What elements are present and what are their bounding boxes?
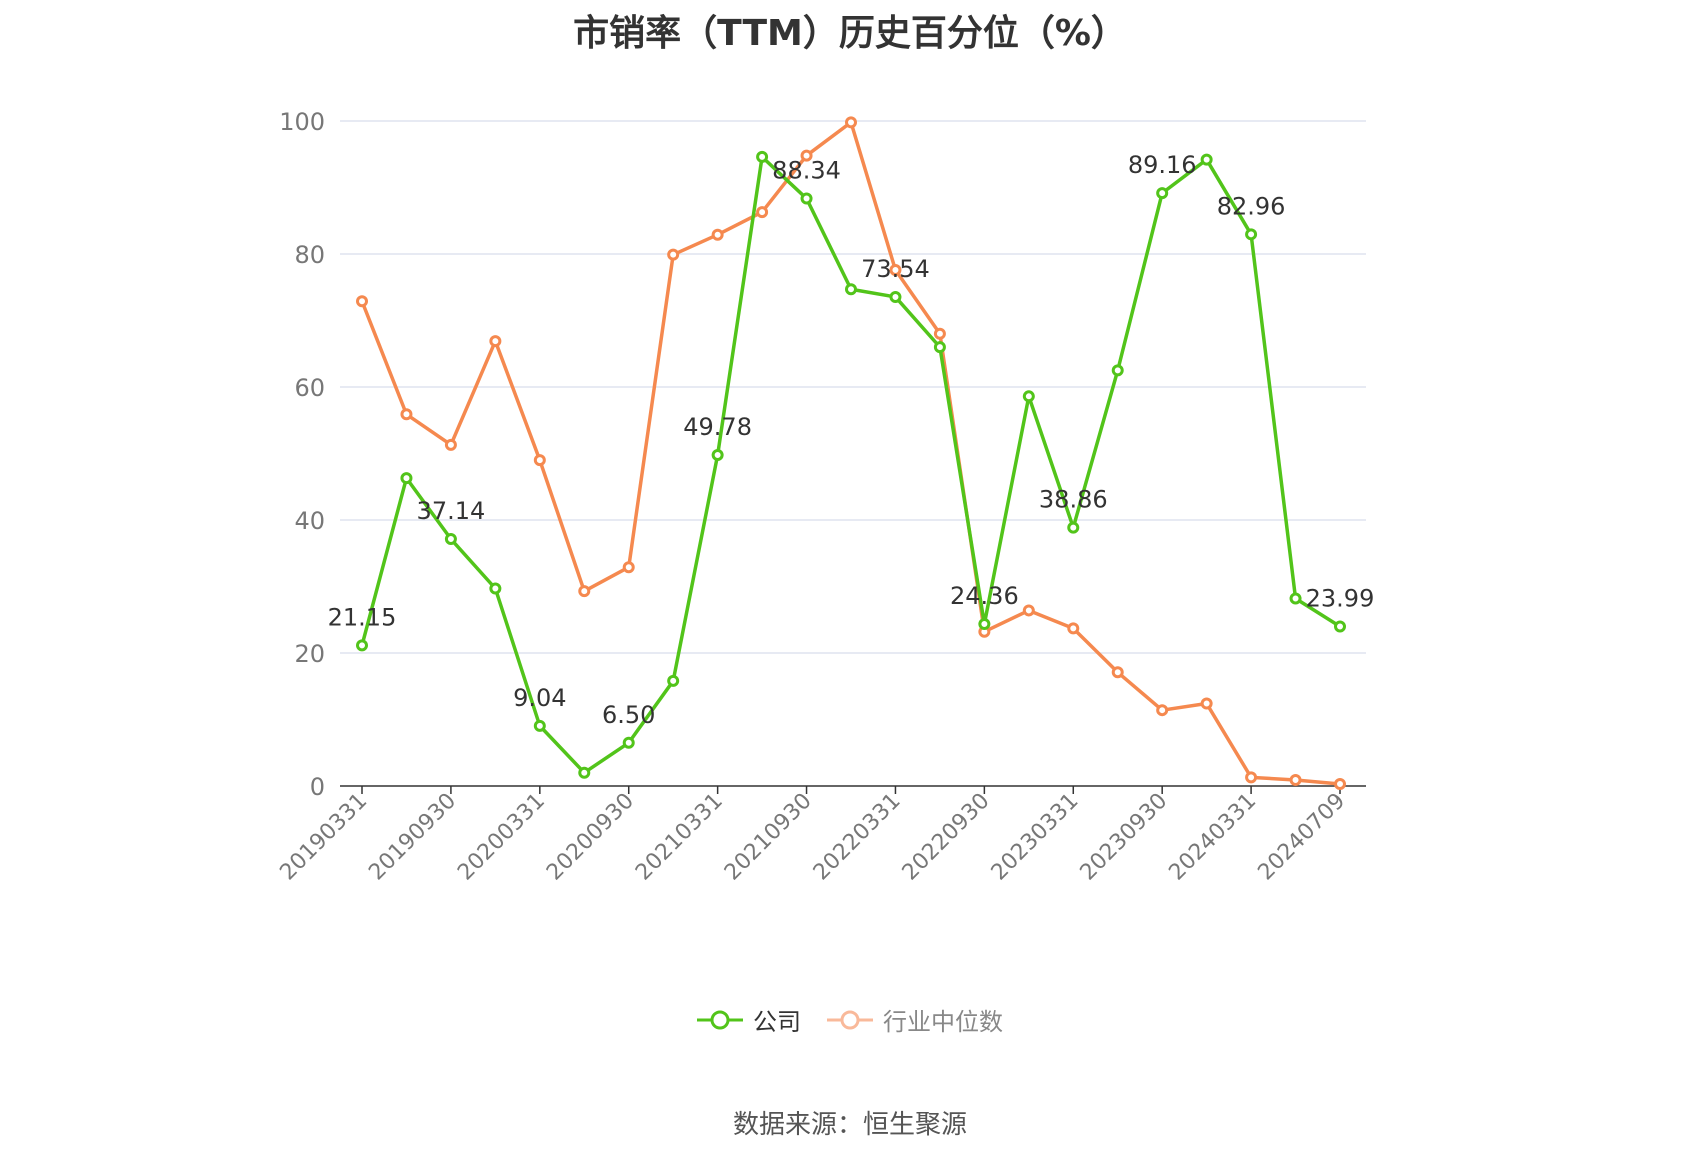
data-label: 88.34: [772, 157, 841, 185]
data-point-industry[interactable]: [845, 116, 857, 129]
data-point-industry[interactable]: [933, 327, 946, 340]
y-tick-label: 100: [279, 108, 325, 136]
series-lines: [356, 116, 1346, 791]
y-tick-label: 20: [294, 640, 325, 668]
data-label: 21.15: [328, 603, 397, 631]
data-point-industry[interactable]: [533, 454, 546, 467]
data-point-industry[interactable]: [1067, 622, 1080, 635]
data-point-company[interactable]: [1245, 228, 1258, 241]
data-label: 89.16: [1128, 151, 1197, 179]
x-tick-label: 20230331: [987, 789, 1084, 886]
data-point-industry[interactable]: [1156, 704, 1169, 717]
data-point-company[interactable]: [578, 766, 591, 779]
data-label: 9.04: [513, 684, 566, 712]
data-point-industry[interactable]: [622, 561, 635, 574]
data-point-company[interactable]: [889, 290, 902, 303]
data-point-company[interactable]: [800, 192, 813, 205]
x-tick-label: 20240331: [1164, 789, 1261, 886]
x-tick-label: 20190930: [364, 789, 461, 886]
data-point-industry[interactable]: [1334, 778, 1346, 791]
x-tick-label: 20220930: [898, 789, 995, 886]
data-point-company[interactable]: [489, 582, 502, 595]
y-tick-label: 40: [294, 507, 325, 535]
data-label: 82.96: [1217, 192, 1286, 220]
legend-company-label: 公司: [753, 1008, 801, 1036]
data-point-industry[interactable]: [1022, 604, 1035, 617]
series-line-industry: [360, 120, 1341, 786]
data-point-company[interactable]: [1022, 390, 1035, 403]
legend: 公司 行业中位数: [0, 1002, 1700, 1037]
legend-industry-line-icon: [827, 1010, 873, 1029]
data-point-industry[interactable]: [889, 263, 902, 276]
data-point-company[interactable]: [756, 150, 769, 163]
data-point-company[interactable]: [933, 341, 946, 354]
x-tick-label: 20200930: [542, 789, 639, 886]
data-point-company[interactable]: [978, 618, 991, 631]
data-point-company[interactable]: [1067, 521, 1080, 534]
legend-item-company[interactable]: 公司: [697, 1002, 801, 1037]
legend-item-industry[interactable]: 行业中位数: [827, 1002, 1003, 1037]
data-label: 38.86: [1039, 486, 1108, 514]
data-label: 37.14: [417, 497, 486, 525]
legend-industry-label: 行业中位数: [883, 1008, 1003, 1036]
x-tick-label: 20190331: [275, 789, 372, 886]
y-tick-label: 60: [294, 374, 325, 402]
data-point-company[interactable]: [667, 674, 680, 687]
data-point-industry[interactable]: [1289, 774, 1302, 787]
data-point-company[interactable]: [444, 533, 457, 546]
data-point-company[interactable]: [1334, 620, 1346, 633]
data-label: 73.54: [861, 255, 930, 283]
grid-lines: [340, 120, 1366, 654]
data-point-company[interactable]: [845, 283, 857, 296]
y-tick-label: 0: [310, 773, 325, 801]
data-point-industry[interactable]: [1111, 666, 1124, 679]
data-point-company[interactable]: [711, 448, 724, 461]
data-point-industry[interactable]: [711, 228, 724, 241]
data-point-company[interactable]: [1289, 592, 1302, 605]
data-point-company[interactable]: [356, 639, 368, 652]
data-point-industry[interactable]: [444, 438, 457, 451]
source-note: 数据来源：恒生聚源: [732, 1110, 967, 1140]
data-point-industry[interactable]: [489, 335, 502, 348]
data-point-company[interactable]: [622, 736, 635, 749]
x-tick-label: 20210331: [631, 789, 728, 886]
data-point-industry[interactable]: [1200, 697, 1213, 710]
data-label: 24.36: [950, 582, 1019, 610]
data-point-industry[interactable]: [578, 585, 591, 598]
data-label: 49.78: [683, 413, 752, 441]
data-point-company[interactable]: [400, 472, 413, 485]
data-point-company[interactable]: [533, 719, 546, 732]
x-tick-label: 20240709: [1253, 789, 1350, 886]
x-tick-label: 20210930: [720, 789, 817, 886]
series-line-company: [360, 155, 1341, 775]
data-point-industry[interactable]: [400, 408, 413, 421]
data-point-company[interactable]: [1200, 153, 1213, 166]
x-tick-label: 20200331: [453, 789, 550, 886]
data-point-industry[interactable]: [800, 149, 813, 162]
data-point-industry[interactable]: [667, 248, 680, 261]
data-point-industry[interactable]: [356, 295, 368, 308]
data-point-industry[interactable]: [756, 206, 769, 219]
data-labels: 21.15 37.14 9.04 6.50 49.78 88.34 73.54 24.36 38…: [328, 151, 1375, 729]
x-tick-label: 20230930: [1076, 789, 1173, 886]
data-label: 6.50: [602, 701, 655, 729]
y-tick-label: 80: [294, 241, 325, 269]
data-point-company[interactable]: [1156, 187, 1169, 200]
data-point-industry[interactable]: [1245, 771, 1258, 784]
x-tick-label: 20220331: [809, 789, 906, 886]
chart-title: 市销率（TTM）历史百分位（%）: [573, 13, 1127, 54]
data-point-company[interactable]: [1111, 364, 1124, 377]
legend-company-line-icon: [697, 1010, 743, 1029]
data-label: 23.99: [1306, 584, 1375, 612]
